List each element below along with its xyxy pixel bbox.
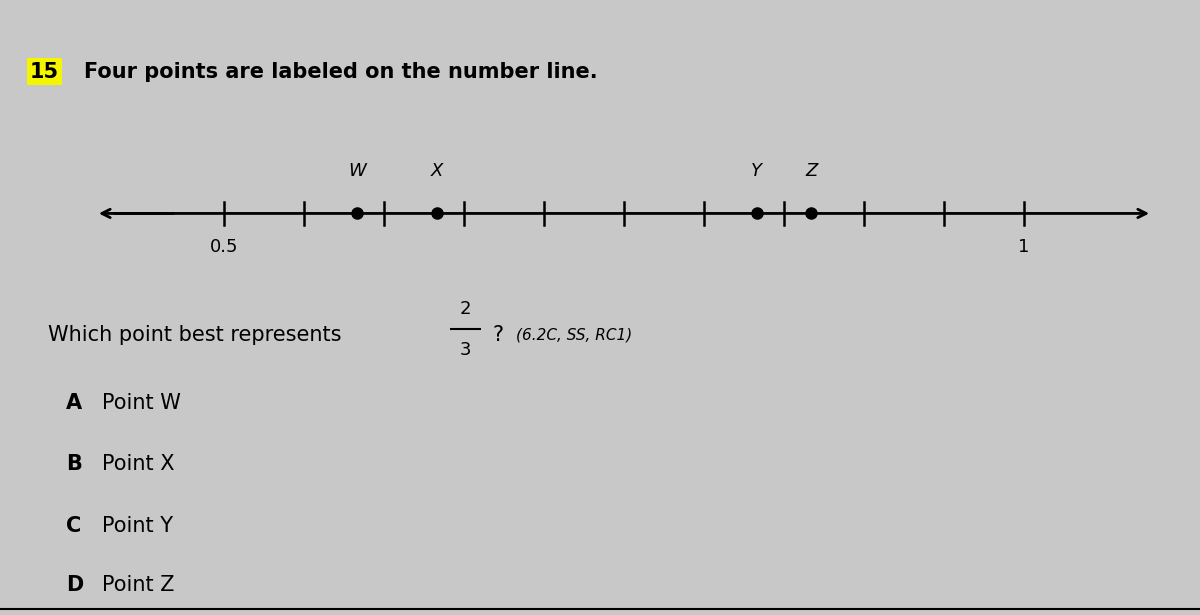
Text: 3: 3 [460, 341, 472, 359]
Text: 2: 2 [460, 300, 472, 318]
Text: Four points are labeled on the number line.: Four points are labeled on the number li… [84, 62, 598, 82]
Text: Point X: Point X [102, 454, 174, 474]
Text: Y: Y [751, 162, 762, 180]
Text: C: C [66, 516, 82, 536]
Text: 15: 15 [30, 62, 59, 82]
Text: Point Y: Point Y [102, 516, 173, 536]
Text: ?: ? [492, 325, 503, 345]
Text: Point W: Point W [102, 393, 181, 413]
Text: X: X [431, 162, 443, 180]
Text: B: B [66, 454, 82, 474]
Text: (6.2C, SS, RC1): (6.2C, SS, RC1) [516, 328, 632, 343]
Text: Point Z: Point Z [102, 576, 174, 595]
Text: Z: Z [805, 162, 817, 180]
Text: 0.5: 0.5 [210, 238, 239, 256]
Text: D: D [66, 576, 83, 595]
Text: A: A [66, 393, 82, 413]
Text: W: W [348, 162, 366, 180]
Text: 1: 1 [1019, 238, 1030, 256]
Text: Which point best represents: Which point best represents [48, 325, 342, 345]
